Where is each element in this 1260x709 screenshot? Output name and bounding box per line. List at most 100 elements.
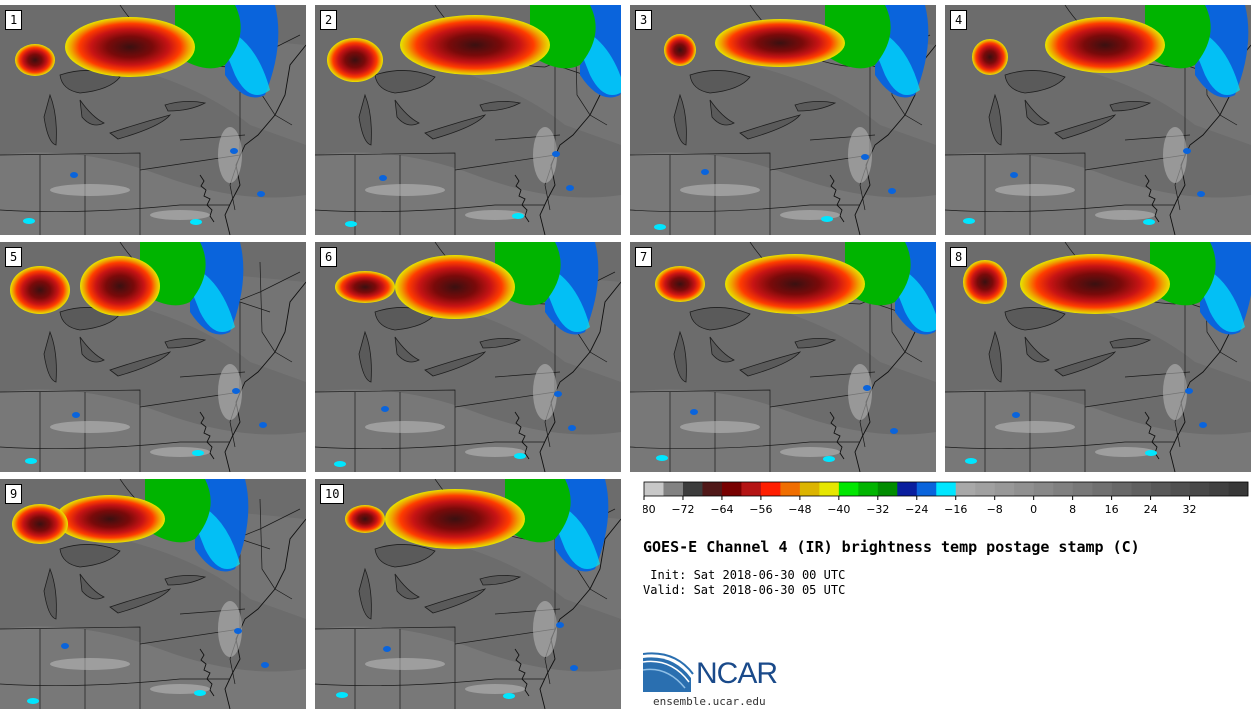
ensemble-member-panel-3: 3 <box>630 5 936 235</box>
cold-cloud-cell <box>1012 412 1020 418</box>
colorbar-segment <box>877 482 898 496</box>
colorbar-segment <box>721 482 742 496</box>
cold-cloud-cell <box>701 169 709 175</box>
cold-cloud-cell <box>190 219 202 225</box>
ncar-logo <box>643 652 694 692</box>
colorbar-segment <box>955 482 976 496</box>
figure-title: GOES-E Channel 4 (IR) brightness temp po… <box>643 538 1140 556</box>
cold-cloud-cell <box>27 698 39 704</box>
cold-cloud-cell <box>379 175 387 181</box>
cold-cloud-cell <box>345 221 357 227</box>
colorbar-tick-label: −72 <box>671 503 694 516</box>
cold-cloud-cell <box>261 662 269 668</box>
member-number-label: 4 <box>950 10 968 30</box>
ir-satellite-map <box>0 242 306 472</box>
website-url: ensemble.ucar.edu <box>653 695 766 708</box>
cold-cloud-cell <box>230 148 238 154</box>
colorbar-tick-label: 0 <box>1030 503 1037 516</box>
ir-satellite-map <box>630 5 936 235</box>
colorbar-segment <box>1131 482 1151 496</box>
cold-cloud-cell <box>61 643 69 649</box>
cold-cloud-cell <box>234 628 242 634</box>
colorbar-tick-label: −32 <box>866 503 889 516</box>
cold-cloud-cell <box>1143 219 1155 225</box>
cold-cloud-cell <box>514 453 526 459</box>
cold-cloud-cell <box>566 185 574 191</box>
colorbar-tick-label: 16 <box>1105 503 1119 516</box>
cold-cloud-cell <box>570 665 578 671</box>
cold-cloud-cell <box>888 188 896 194</box>
cold-cloud-cell <box>890 428 898 434</box>
colorbar-segment <box>1170 482 1190 496</box>
cold-cloud-cell <box>823 456 835 462</box>
ensemble-member-panel-6: 6 <box>315 242 621 472</box>
colorbar-tick-label: 8 <box>1069 503 1076 516</box>
member-number-label: 6 <box>320 247 338 267</box>
colorbar-segment <box>760 482 781 496</box>
colorbar-tick-label: −8 <box>987 503 1003 516</box>
ir-satellite-map <box>0 479 306 709</box>
cold-cloud-cell <box>556 622 564 628</box>
cold-cloud-cell <box>690 409 698 415</box>
colorbar-segment <box>1072 482 1093 496</box>
colorbar-segment <box>1189 482 1210 496</box>
colorbar-tick-label: −16 <box>944 503 967 516</box>
colorbar-segment <box>1209 482 1229 496</box>
colorbar-tick-label: −80 <box>643 503 656 516</box>
colorbar-tick-label: −48 <box>788 503 811 516</box>
colorbar-segment <box>1150 482 1171 496</box>
cold-cloud-cell <box>72 412 80 418</box>
cold-cloud-cell <box>1199 422 1207 428</box>
colorbar-tick-label: −24 <box>905 503 928 516</box>
valid-time: Valid: Sat 2018-06-30 05 UTC <box>643 583 846 597</box>
colorbar-tick-label: −64 <box>710 503 733 516</box>
ir-satellite-map <box>945 5 1251 235</box>
ensemble-member-panel-8: 8 <box>945 242 1251 472</box>
cold-cloud-cell <box>1183 148 1191 154</box>
ir-satellite-map <box>315 5 621 235</box>
ensemble-member-panel-2: 2 <box>315 5 621 235</box>
ir-satellite-map <box>315 479 621 709</box>
cold-cloud-cell <box>23 218 35 224</box>
member-number-label: 8 <box>950 247 968 267</box>
cold-cloud-cell <box>554 391 562 397</box>
cold-cloud-cell <box>965 458 977 464</box>
init-time: Init: Sat 2018-06-30 00 UTC <box>643 568 846 582</box>
cold-cloud-cell <box>552 151 560 157</box>
colorbar-segment <box>838 482 859 496</box>
colorbar-segment <box>1014 482 1034 496</box>
member-number-label: 3 <box>635 10 653 30</box>
ensemble-member-panel-4: 4 <box>945 5 1251 235</box>
colorbar-segment <box>741 482 762 496</box>
member-number-label: 2 <box>320 10 338 30</box>
colorbar-segment <box>975 482 996 496</box>
cold-cloud-cell <box>1197 191 1205 197</box>
colorbar-segment <box>1228 482 1249 496</box>
colorbar-tick-label: 24 <box>1144 503 1158 516</box>
cold-cloud-cell <box>1145 450 1157 456</box>
colorbar-segment <box>702 482 723 496</box>
colorbar-segment <box>1111 482 1132 496</box>
cold-cloud-cell <box>654 224 666 230</box>
cold-cloud-cell <box>194 690 206 696</box>
member-number-label: 10 <box>320 484 345 504</box>
member-number-label: 7 <box>635 247 653 267</box>
colorbar-segment <box>994 482 1015 496</box>
colorbar-segment <box>780 482 801 496</box>
ensemble-member-panel-10: 10 <box>315 479 621 709</box>
cold-cloud-cell <box>863 385 871 391</box>
cold-cloud-cell <box>257 191 265 197</box>
colorbar-segment <box>799 482 820 496</box>
cold-cloud-cell <box>381 406 389 412</box>
member-number-label: 9 <box>5 484 23 504</box>
colorbar-segment <box>916 482 937 496</box>
colorbar-segment <box>644 482 664 496</box>
colorbar-segment <box>1092 482 1112 496</box>
ensemble-member-panel-1: 1 <box>0 5 306 235</box>
cold-cloud-cell <box>336 692 348 698</box>
ir-satellite-map <box>945 242 1251 472</box>
colorbar-segment <box>819 482 840 496</box>
ncar-logo-text: NCAR <box>696 657 778 690</box>
colorbar-segment <box>936 482 957 496</box>
